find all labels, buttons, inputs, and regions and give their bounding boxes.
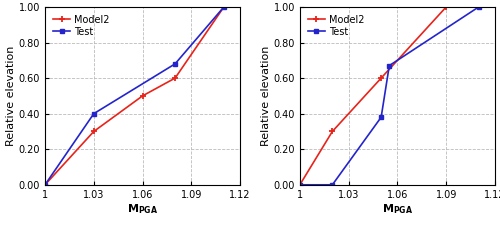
Y-axis label: Relative elevation: Relative elevation [260, 46, 270, 146]
Y-axis label: Relative elevation: Relative elevation [6, 46, 16, 146]
Test [378, 116, 384, 119]
Test [172, 62, 178, 65]
X-axis label: $\mathbf{M}_{\rm\mathbf{PGA}}$: $\mathbf{M}_{\rm\mathbf{PGA}}$ [382, 202, 413, 216]
Model2 [330, 130, 336, 133]
X-axis label: $\mathbf{M}_{\rm\mathbf{PGA}}$: $\mathbf{M}_{\rm\mathbf{PGA}}$ [127, 202, 158, 216]
Test [476, 6, 482, 8]
Test [42, 183, 48, 186]
Model2 [140, 94, 145, 97]
Model2 [221, 6, 227, 8]
Model2 [297, 183, 303, 186]
Test [221, 6, 227, 8]
Test [297, 183, 303, 186]
Test [386, 64, 392, 67]
Line: Model2: Model2 [296, 3, 450, 188]
Model2 [91, 130, 97, 133]
Line: Test: Test [298, 4, 481, 187]
Model2 [378, 77, 384, 79]
Test [330, 183, 336, 186]
Legend: Model2, Test: Model2, Test [50, 12, 112, 40]
Test [91, 112, 97, 115]
Model2 [172, 77, 178, 79]
Model2 [42, 183, 48, 186]
Legend: Model2, Test: Model2, Test [304, 12, 368, 40]
Line: Test: Test [42, 4, 226, 187]
Model2 [443, 6, 449, 8]
Line: Model2: Model2 [42, 3, 228, 188]
